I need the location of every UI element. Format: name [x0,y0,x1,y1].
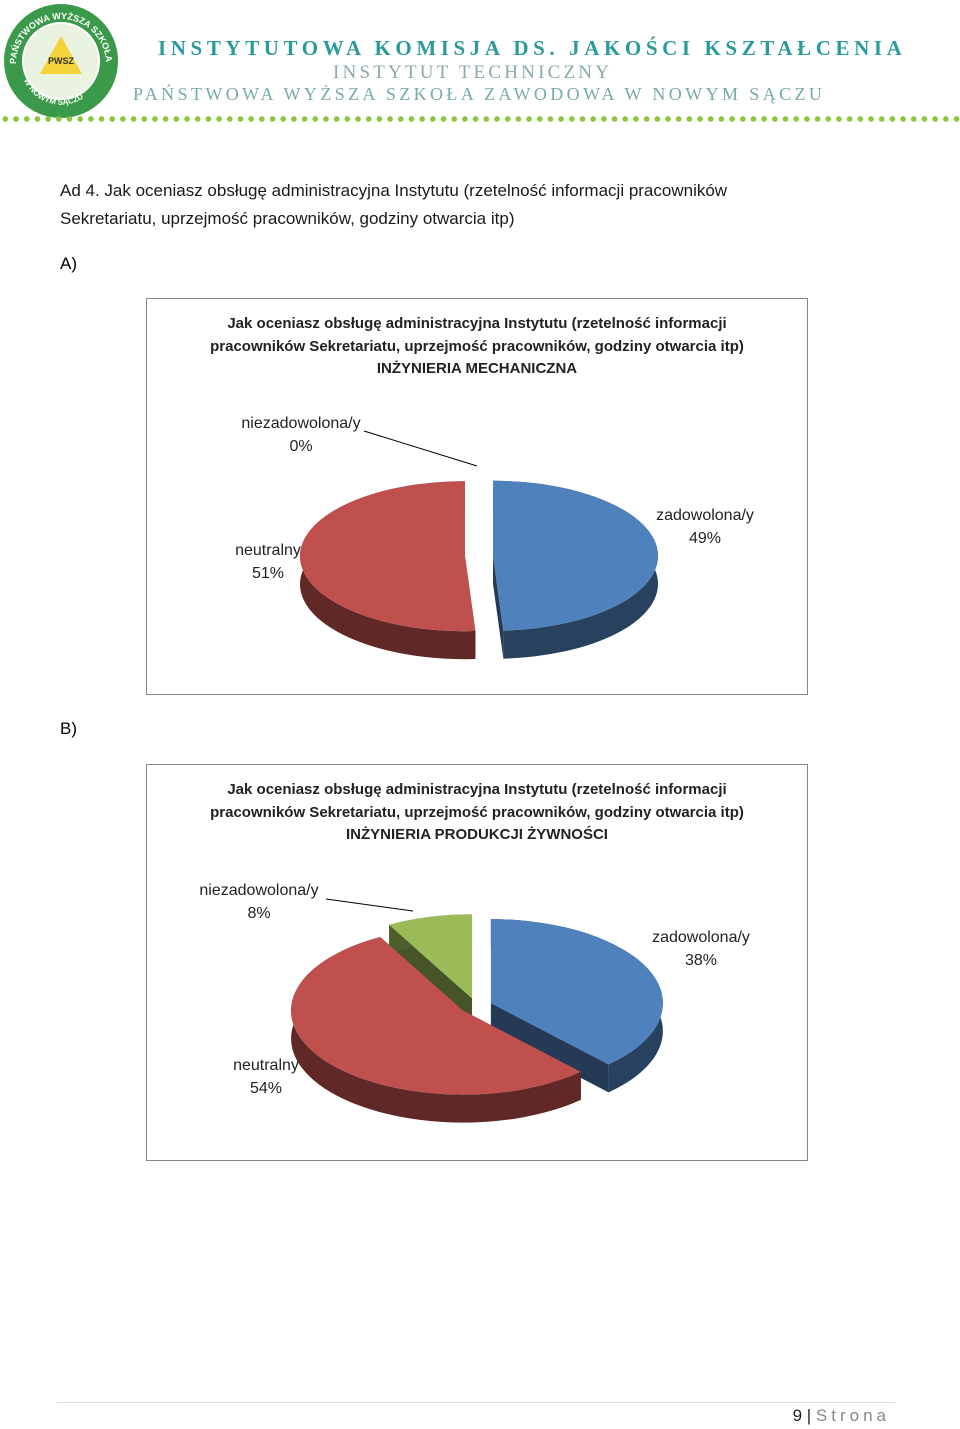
data-label: niezadowolona/y 0% [239,412,363,458]
leader-line [325,898,414,912]
slice-category: neutralny [233,1057,299,1074]
leader-line [363,430,478,467]
header-line1: INSTYTUTOWA KOMISJA DS. JAKOŚCI KSZTAŁCE… [158,36,907,60]
slice-category: niezadowolona/y [241,415,361,432]
slice-value: 0% [289,438,313,455]
chart-title-text: Jak oceniasz obsługę administracyjna Ins… [210,781,744,821]
chart-subtitle: INŻYNIERIA MECHANICZNA [376,360,578,377]
chart-title: Jak oceniasz obsługę administracyjna Ins… [207,779,747,847]
question: Ad 4. Jak oceniasz obsługę administracyj… [60,181,728,228]
pie [300,430,658,660]
footer: 9 | Strona [792,1406,890,1425]
data-label: zadowolona/y 49% [625,504,785,550]
data-label: zadowolona/y 38% [621,926,781,972]
footer-line [57,1402,895,1403]
slice [291,936,581,1095]
logo: PAŃSTWOWA WYŻSZA SZKOŁA ZAWODOWA W NOWYM… [2,2,118,118]
slice [492,480,658,631]
logo-triangle [40,36,82,74]
slice [490,919,663,1065]
chart-title: Jak oceniasz obsługę administracyjna Ins… [207,313,747,381]
slice-value: 49% [688,530,722,547]
slice-value: 54% [249,1080,283,1097]
slice-cut [389,914,473,1027]
pie [291,898,663,1123]
page-label: Strona [815,1406,890,1425]
slice-category: niezadowolona/y [199,882,319,899]
data-label: neutralny 51% [208,539,328,585]
chart-subtitle: INŻYNIERIA PRODUKCJI ŻYWNOŚCI [346,826,608,843]
slice-category: neutralny [235,542,301,559]
section-label: A) [60,254,77,273]
slice-cut [492,480,504,659]
slice [300,481,476,632]
chart-box: Jak oceniasz obsługę administracyjna Ins… [146,764,808,1161]
slice [389,914,473,999]
slice-value: 8% [247,905,271,922]
header-divider [0,115,960,123]
page-number: 9 [792,1406,803,1425]
slice-side [291,936,581,1123]
slice-category: zadowolona/y [656,507,754,524]
header-line2: INSTYTUT TECHNICZNY [333,62,613,83]
slice-category: zadowolona/y [652,929,750,946]
data-label: neutralny 54% [206,1054,326,1100]
slice-value: 51% [251,565,285,582]
header-line3: PAŃSTWOWA WYŻSZA SZKOŁA ZAWODOWA W NOWYM… [133,84,826,104]
data-label: niezadowolona/y 8% [197,879,321,925]
chart-title-text: Jak oceniasz obsługę administracyjna Ins… [210,315,744,355]
chart-box: Jak oceniasz obsługę administracyjna Ins… [146,298,808,695]
slice-value: 38% [684,952,718,969]
section-label: B) [60,719,77,738]
logo-center: PWSZ [48,56,75,66]
